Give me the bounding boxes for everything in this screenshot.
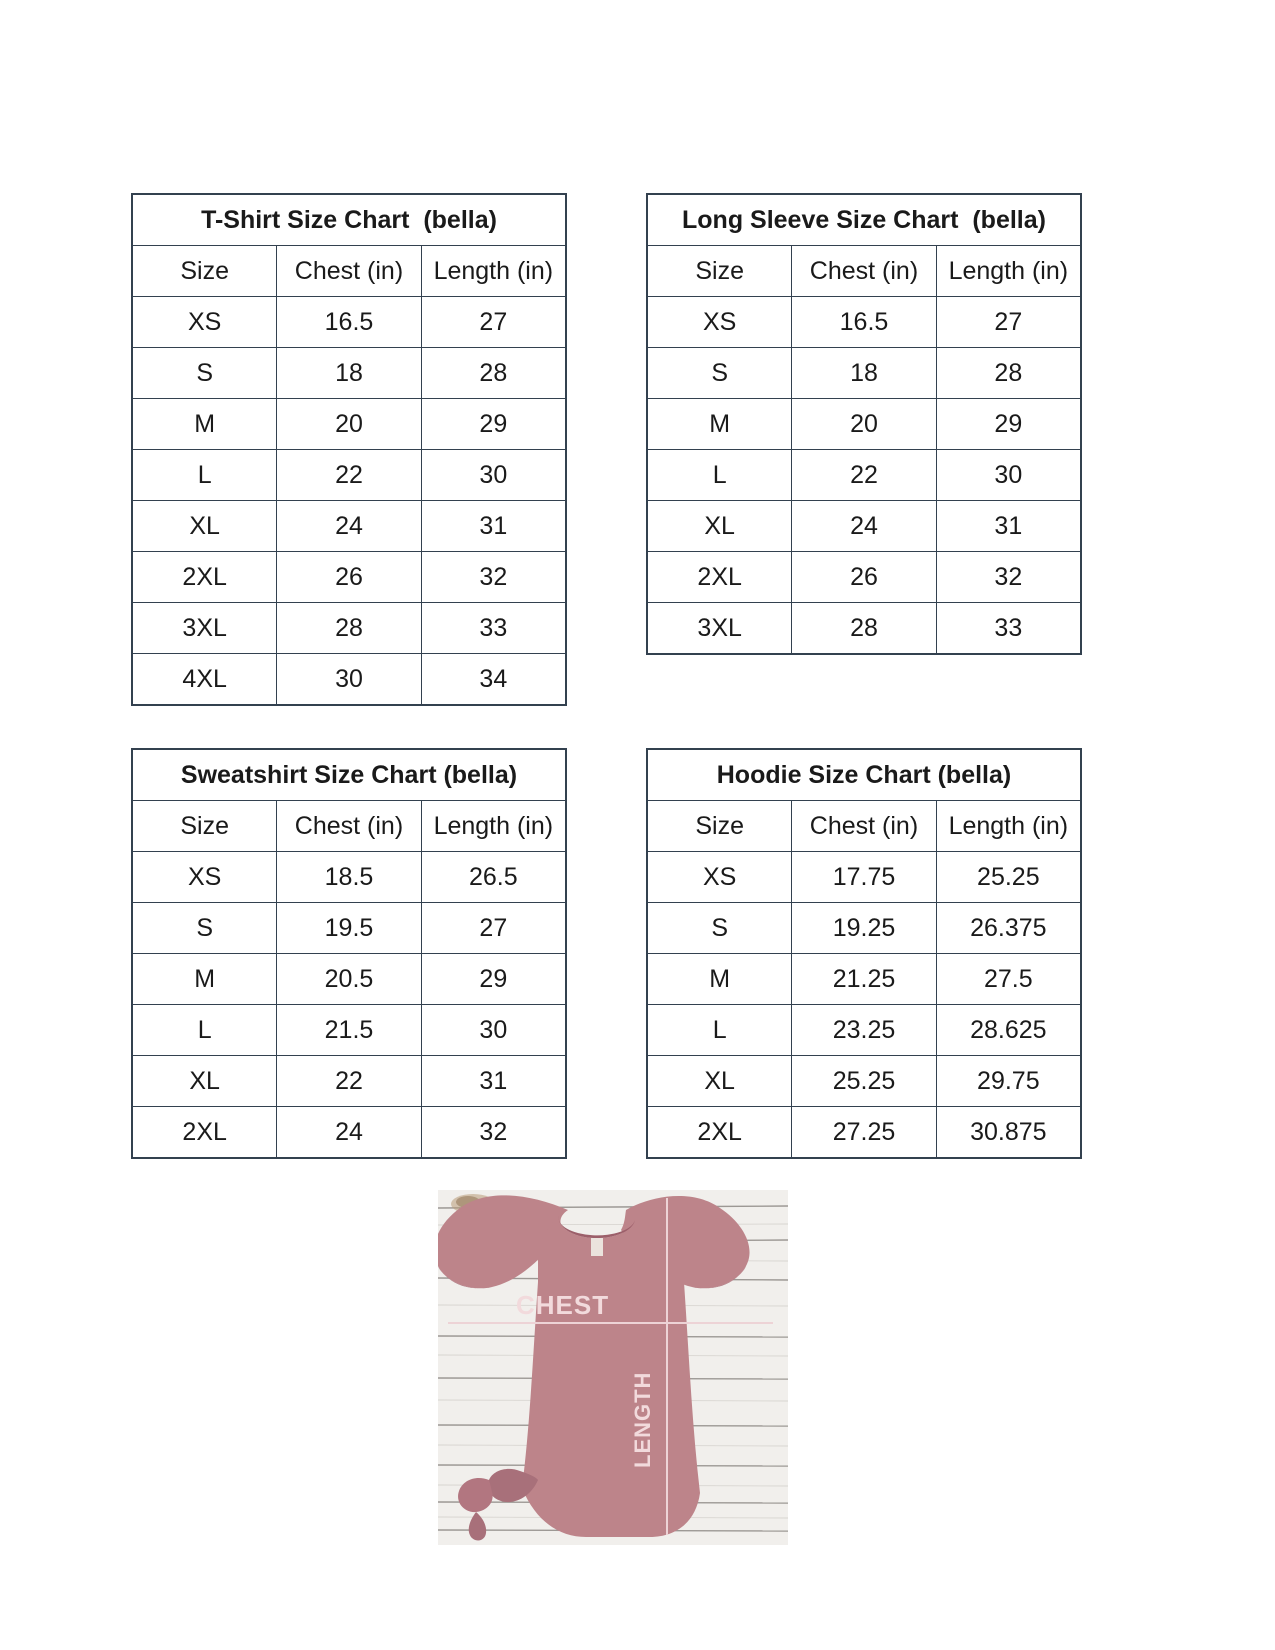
svg-text:CHEST: CHEST: [516, 1290, 609, 1320]
svg-text:LENGTH: LENGTH: [630, 1372, 655, 1468]
